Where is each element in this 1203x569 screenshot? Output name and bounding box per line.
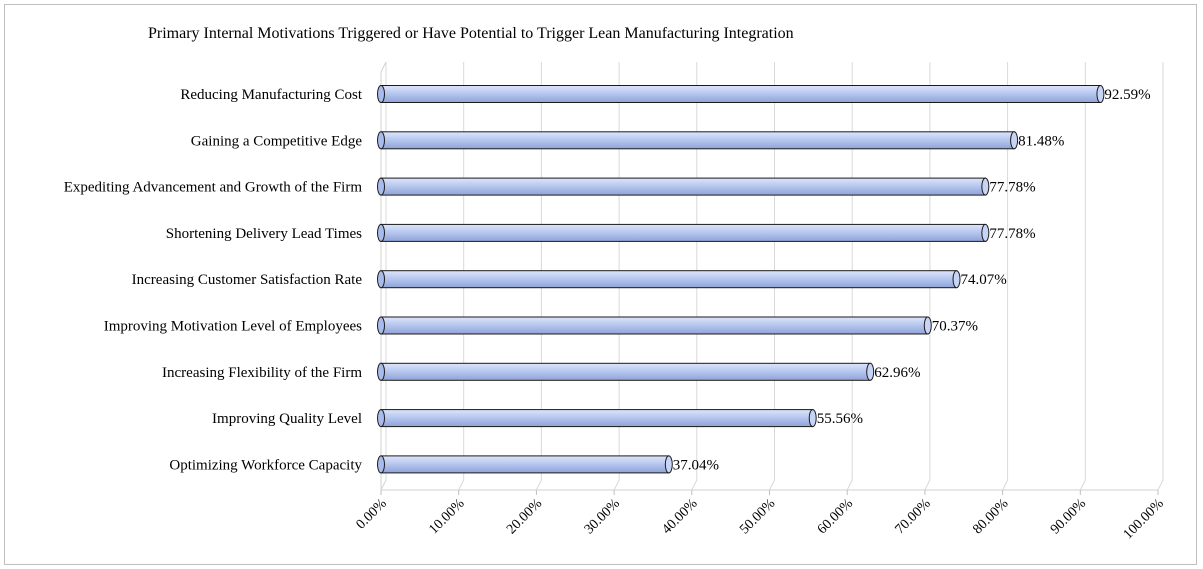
bar-start-cap	[377, 177, 385, 196]
value-label: 77.78%	[989, 226, 1035, 242]
bar-body	[380, 409, 814, 428]
x-tick-label: 40.00%	[659, 496, 700, 537]
bar-end-cap	[1096, 85, 1105, 103]
bar-start-cap	[377, 131, 385, 150]
category-label: Expediting Advancement and Growth of the…	[64, 180, 363, 196]
bar-body	[380, 85, 1101, 103]
bar-body	[380, 223, 986, 242]
x-tick-label: 60.00%	[815, 496, 856, 537]
gridline-floor	[380, 479, 387, 491]
bar-end-cap	[981, 223, 990, 242]
bar-body	[380, 270, 958, 289]
category-label: Optimizing Workforce Capacity	[169, 457, 362, 473]
x-tick-label: 10.00%	[426, 496, 467, 537]
value-label: 70.37%	[932, 319, 978, 335]
bars	[377, 85, 1105, 474]
category-label: Increasing Customer Satisfaction Rate	[132, 272, 363, 288]
bar-body	[380, 131, 1015, 150]
value-label: 77.78%	[989, 180, 1035, 196]
chart-title: Primary Internal Motivations Triggered o…	[148, 25, 794, 42]
bar-body	[380, 362, 871, 381]
x-tick-label: 70.00%	[893, 496, 934, 537]
value-label: 37.04%	[673, 457, 719, 473]
x-tick-label: 50.00%	[737, 496, 778, 537]
gridline-floor	[1079, 479, 1086, 491]
bar-body	[380, 177, 986, 196]
bar-body	[380, 455, 670, 474]
bar-start-cap	[377, 409, 385, 428]
x-tick-label: 90.00%	[1048, 496, 1089, 537]
gridline-floor	[1157, 479, 1164, 491]
category-label: Reducing Manufacturing Cost	[180, 87, 362, 103]
bar-start-cap	[377, 85, 385, 103]
gridline-floor	[924, 479, 931, 491]
bar-start-cap	[377, 270, 385, 289]
x-tick-label: 80.00%	[970, 496, 1011, 537]
x-tick-label: 100.00%	[1121, 496, 1167, 542]
bar-end-cap	[952, 270, 961, 289]
x-tick-label: 0.00%	[354, 496, 390, 532]
x-tick-label: 20.00%	[504, 496, 545, 537]
bar-end-cap	[981, 177, 990, 196]
bar-start-cap	[377, 362, 385, 381]
value-label: 55.56%	[817, 411, 863, 427]
value-label: 81.48%	[1018, 133, 1064, 149]
bar-start-cap	[377, 316, 385, 335]
gridline-floor	[1002, 479, 1009, 491]
bar-start-cap	[377, 223, 385, 242]
x-tick-label: 30.00%	[582, 496, 623, 537]
bar-end-cap	[808, 409, 817, 428]
labels: 0.00% 10.00% 20.00% 30.00% 40.00% 50.00% 60.00…	[64, 87, 1167, 542]
gridline-floor	[535, 479, 542, 491]
bar-end-cap	[923, 316, 932, 335]
category-label: Gaining a Competitive Edge	[191, 133, 363, 149]
gridline-floor	[613, 479, 620, 491]
value-label: 92.59%	[1104, 87, 1150, 103]
gridline-floor	[691, 479, 698, 491]
category-label: Increasing Flexibility of the Firm	[162, 365, 362, 381]
gridline-floor	[846, 479, 853, 491]
wall-edge	[380, 61, 387, 73]
value-label: 74.07%	[961, 272, 1007, 288]
category-label: Improving Quality Level	[212, 411, 362, 427]
category-label: Improving Motivation Level of Employees	[104, 319, 362, 335]
bar-body	[380, 316, 929, 335]
value-label: 62.96%	[874, 365, 920, 381]
gridline-floor	[458, 479, 465, 491]
bar-end-cap	[1010, 131, 1019, 150]
gridline-floor	[769, 479, 775, 491]
bar-end-cap	[664, 455, 673, 474]
bar-end-cap	[866, 362, 875, 381]
category-label: Shortening Delivery Lead Times	[166, 226, 362, 242]
bar-start-cap	[377, 455, 385, 474]
